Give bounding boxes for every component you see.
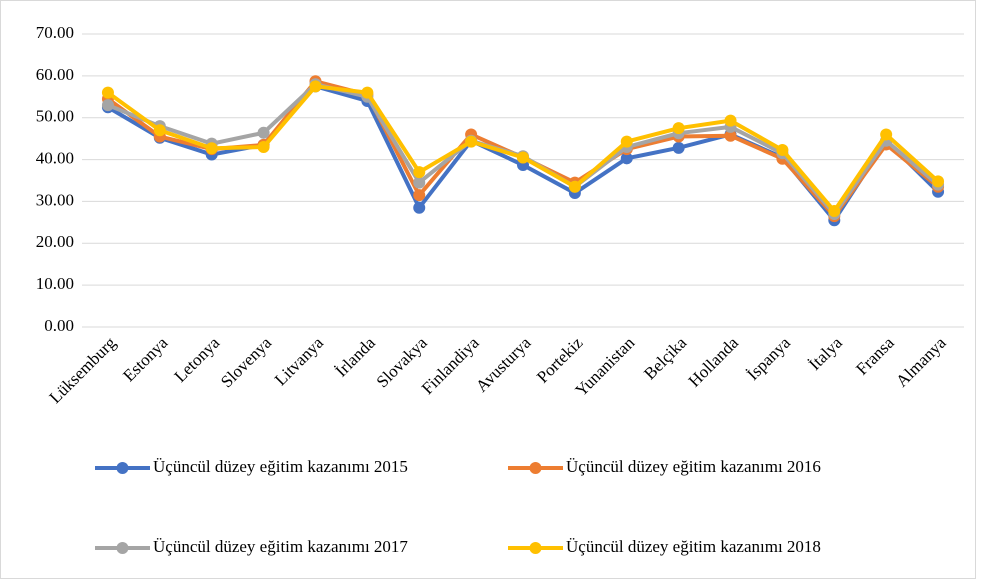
legend-marker [116, 542, 129, 554]
legend-marker [529, 542, 542, 554]
data-point [828, 205, 841, 218]
data-point [724, 129, 737, 142]
data-point [517, 151, 529, 164]
legend-label: Üçüncül düzey eğitim kazanımı 2018 [566, 537, 821, 556]
data-point [620, 152, 633, 165]
data-point [257, 141, 270, 154]
data-point [880, 128, 893, 141]
data-point [413, 176, 426, 189]
y-tick-label: 50.00 [36, 107, 74, 126]
data-point [776, 143, 789, 156]
data-point [465, 135, 478, 148]
y-tick-label: 30.00 [36, 190, 74, 209]
legend-marker [116, 462, 129, 474]
data-point [413, 166, 426, 179]
data-point [413, 189, 426, 202]
data-point [724, 114, 737, 127]
legend-marker [529, 462, 542, 474]
y-tick-label: 60.00 [36, 65, 74, 84]
y-tick-label: 20.00 [36, 232, 74, 251]
legend-label: Üçüncül düzey eğitim kazanımı 2016 [566, 457, 821, 476]
data-point [568, 180, 581, 193]
data-point [672, 122, 685, 135]
data-point [413, 201, 426, 214]
data-point [932, 175, 945, 188]
y-tick-label: 10.00 [36, 274, 74, 293]
data-point [101, 86, 114, 99]
data-point [620, 135, 633, 148]
data-point [309, 80, 322, 93]
data-point [361, 86, 374, 99]
data-point [257, 126, 270, 139]
y-tick-label: 0.00 [44, 316, 74, 335]
data-point [672, 141, 685, 154]
data-point [101, 99, 114, 112]
legend-label: Üçüncül düzey eğitim kazanımı 2017 [153, 537, 408, 556]
data-point [153, 124, 166, 137]
data-point [205, 142, 218, 155]
y-tick-label: 40.00 [36, 148, 74, 167]
y-tick-label: 70.00 [36, 23, 74, 42]
legend-label: Üçüncül düzey eğitim kazanımı 2015 [153, 457, 408, 476]
